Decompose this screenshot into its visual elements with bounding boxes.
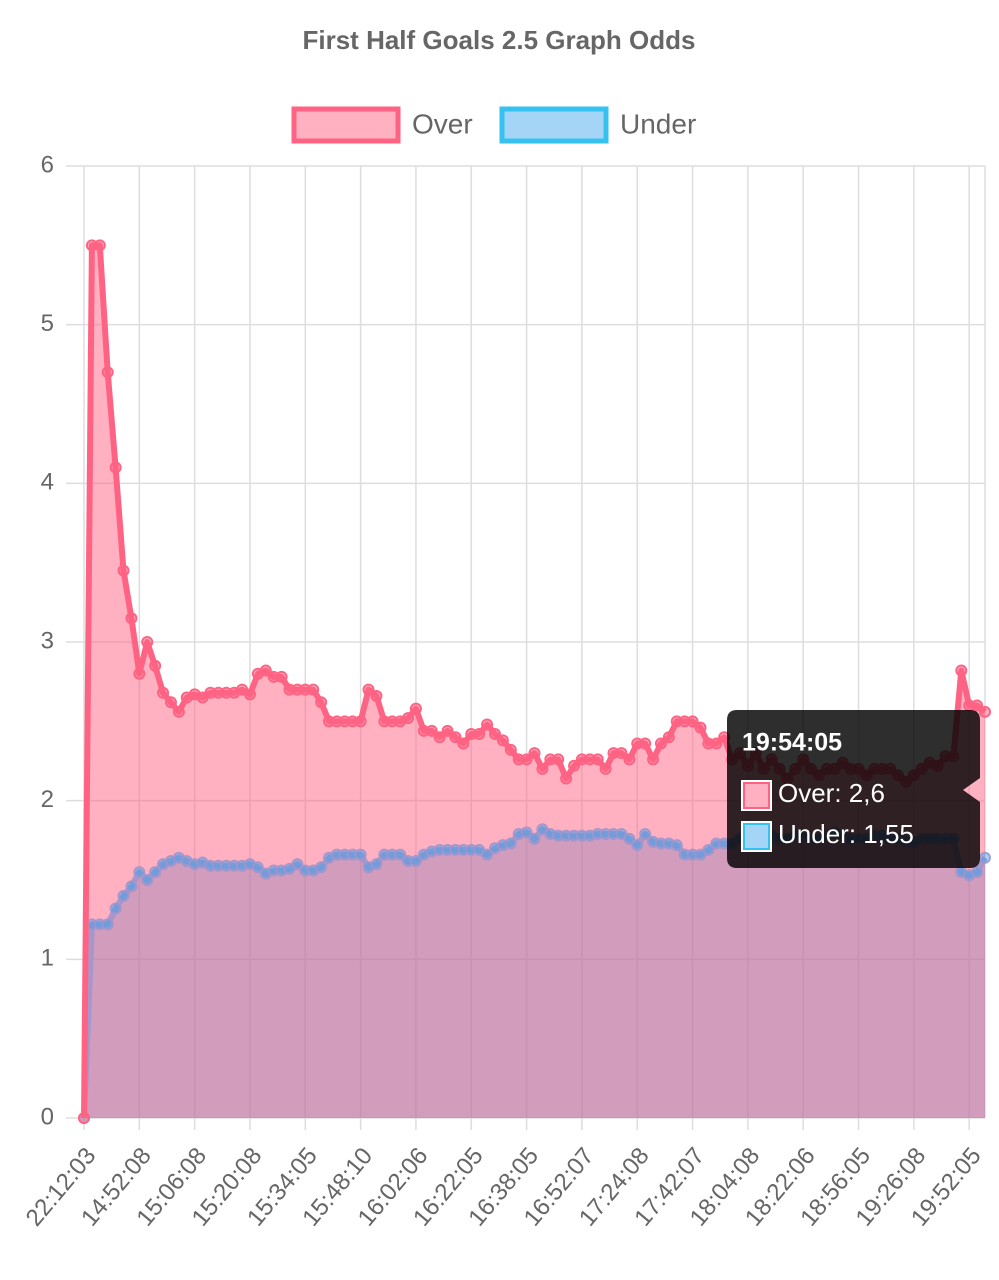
point <box>93 239 106 252</box>
tooltip-swatch <box>743 823 770 850</box>
point <box>251 861 264 874</box>
point <box>141 874 154 886</box>
point <box>402 712 415 725</box>
point <box>362 683 375 696</box>
point <box>125 612 138 625</box>
point <box>702 843 715 856</box>
point <box>433 731 446 744</box>
point <box>481 718 494 731</box>
tooltip: 19:54:05 Over: 2,6 Under: 1,55 <box>727 710 980 868</box>
legend-swatch <box>499 106 609 144</box>
point <box>125 880 138 893</box>
point <box>639 827 652 840</box>
point <box>568 759 581 772</box>
point <box>133 866 146 879</box>
point <box>473 728 486 741</box>
tooltip-item: Over: 2,6 <box>778 778 885 808</box>
point <box>520 753 533 766</box>
point <box>101 366 114 379</box>
area <box>84 245 985 1119</box>
point <box>370 858 383 871</box>
y-tick-label: 1 <box>41 945 54 972</box>
point <box>457 737 470 750</box>
point <box>528 747 541 760</box>
y-tick-label: 6 <box>41 151 54 178</box>
y-tick-label: 3 <box>41 627 54 654</box>
point <box>275 670 288 683</box>
point <box>425 724 438 737</box>
point <box>354 715 367 728</box>
point <box>259 664 272 677</box>
point <box>694 721 707 734</box>
tooltip-box <box>727 710 980 868</box>
legend-swatch <box>291 106 401 144</box>
point <box>117 564 130 577</box>
point <box>979 851 991 864</box>
point <box>164 696 177 709</box>
point <box>354 848 367 861</box>
point <box>955 664 968 677</box>
point <box>315 696 328 709</box>
point <box>623 753 636 766</box>
point <box>394 848 407 861</box>
point <box>971 699 984 712</box>
point <box>441 724 454 737</box>
point <box>109 461 122 474</box>
point <box>481 848 494 861</box>
y-tick-label: 4 <box>41 469 54 496</box>
point <box>409 854 422 867</box>
legend-label: Under <box>620 108 696 139</box>
y-tick-label: 5 <box>41 310 54 337</box>
point <box>662 731 675 744</box>
point <box>552 753 565 766</box>
point <box>599 762 612 775</box>
point <box>639 737 652 750</box>
point <box>109 902 122 915</box>
chart-title: First Half Goals 2.5 Graph Odds <box>303 25 696 55</box>
y-tick-label: 2 <box>41 786 54 813</box>
point <box>528 832 541 845</box>
legend-label: Over <box>412 108 473 139</box>
point <box>243 688 256 701</box>
point <box>631 839 644 852</box>
point <box>157 686 170 699</box>
point <box>670 839 683 852</box>
point <box>504 743 517 756</box>
tooltip-swatch <box>743 782 770 809</box>
point <box>496 734 509 747</box>
point <box>520 826 533 839</box>
point <box>504 837 517 850</box>
point <box>370 689 383 702</box>
point <box>710 737 723 750</box>
point <box>307 683 320 696</box>
point <box>141 636 154 648</box>
point <box>488 728 501 741</box>
point <box>686 715 699 728</box>
point <box>536 762 549 775</box>
point <box>117 889 130 902</box>
point <box>172 705 185 718</box>
point <box>409 702 422 715</box>
tooltip-title: 19:54:05 <box>742 729 842 757</box>
point <box>979 705 991 718</box>
point <box>149 866 162 879</box>
point <box>591 753 604 766</box>
point <box>449 731 462 744</box>
point <box>971 866 984 879</box>
point <box>291 858 304 871</box>
point <box>133 667 146 680</box>
point <box>615 747 628 760</box>
point <box>647 753 660 766</box>
point <box>654 737 667 750</box>
y-tick-label: 0 <box>41 1103 54 1130</box>
tooltip-item: Under: 1,55 <box>778 819 914 849</box>
point <box>149 659 162 672</box>
point <box>560 772 573 785</box>
point <box>315 861 328 874</box>
point <box>623 832 636 845</box>
point <box>101 918 114 931</box>
tooltip-swatch <box>741 821 772 852</box>
point <box>78 1112 90 1124</box>
